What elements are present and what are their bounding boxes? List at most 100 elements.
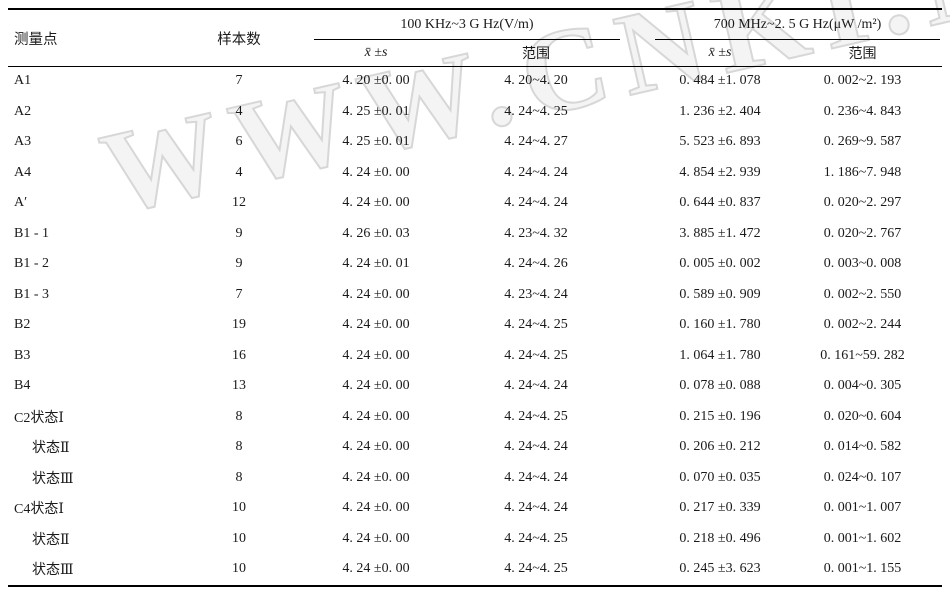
cell-spacer (620, 402, 655, 433)
cell-measurement-point: A3 (14, 134, 32, 150)
cell-spacer (620, 341, 655, 372)
cell-group1-mean: 4. 24 ±0. 00 (342, 439, 410, 455)
table-row: B4 13 4. 24 ±0. 00 4. 24~4. 24 0. 078 ±0. 08… (8, 371, 940, 402)
cell-group1-range: 4. 24~4. 25 (504, 347, 568, 363)
cell-group2-range: 0. 020~0. 604 (823, 408, 902, 424)
cell-measurement-point: B1 - 3 (14, 286, 49, 302)
cell-sample-count: 9 (235, 225, 243, 241)
cell-sample-count: 8 (235, 439, 243, 455)
cell-group2-mean: 5. 523 ±6. 893 (679, 134, 761, 150)
cell-spacer (620, 280, 655, 311)
cell-group2-range: 0. 001~1. 155 (823, 561, 902, 577)
cell-group2-range: 0. 269~9. 587 (823, 134, 902, 150)
header-group1-title: 100 KHz~3 G Hz(V/m) (314, 10, 620, 40)
cell-group2-range: 0. 003~0. 008 (823, 256, 902, 272)
cell-group2-mean: 1. 236 ±2. 404 (679, 103, 761, 119)
cell-sample-count: 16 (232, 347, 246, 363)
cell-group2-range: 0. 014~0. 582 (823, 439, 902, 455)
cell-group1-mean: 4. 24 ±0. 00 (342, 164, 410, 180)
cell-group2-range: 0. 020~2. 767 (823, 225, 902, 241)
cell-group2-range: 0. 236~4. 843 (823, 103, 902, 119)
cell-group2-mean: 0. 218 ±0. 496 (679, 530, 761, 546)
cell-group2-range: 1. 186~7. 948 (823, 164, 902, 180)
table-row: B1 - 1 9 4. 26 ±0. 03 4. 23~4. 32 3. 885 ±1.… (8, 219, 940, 250)
cell-group1-mean: 4. 20 ±0. 00 (342, 73, 410, 89)
cell-group1-range: 4. 23~4. 32 (504, 225, 568, 241)
cell-group2-range: 0. 002~2. 244 (823, 317, 902, 333)
cell-spacer (620, 371, 655, 402)
cell-group1-range: 4. 24~4. 24 (504, 378, 568, 394)
header-group2-title: 700 MHz~2. 5 G Hz(μW /m²) (655, 10, 940, 40)
cell-measurement-point: A4 (14, 164, 32, 180)
table-row: B3 16 4. 24 ±0. 00 4. 24~4. 25 1. 064 ±1. 78… (8, 341, 940, 372)
cell-spacer (620, 97, 655, 128)
cell-sample-count: 8 (235, 469, 243, 485)
cell-sample-count: 7 (235, 286, 243, 302)
table-row: 状态Ⅱ 10 4. 24 ±0. 00 4. 24~4. 25 0. 218 ±0. 4… (8, 524, 940, 555)
cell-spacer (620, 310, 655, 341)
cell-spacer (620, 432, 655, 463)
cell-measurement-point: B1 - 1 (14, 225, 49, 241)
cell-group1-range: 4. 24~4. 26 (504, 256, 568, 272)
cell-sample-count: 10 (232, 500, 246, 516)
cell-group2-mean: 1. 064 ±1. 780 (679, 347, 761, 363)
table-header-rule (8, 66, 942, 67)
cell-measurement-point: 状态Ⅲ (32, 471, 74, 487)
table-row: 状态Ⅲ 10 4. 24 ±0. 00 4. 24~4. 25 0. 245 ±3. 6… (8, 554, 940, 585)
cell-measurement-point: B4 (14, 378, 31, 394)
cell-measurement-point: 状态Ⅲ (32, 563, 74, 579)
cell-group2-range: 0. 004~0. 305 (823, 378, 902, 394)
cell-group2-mean: 4. 854 ±2. 939 (679, 164, 761, 180)
cell-group1-range: 4. 24~4. 25 (504, 103, 568, 119)
cell-measurement-point: A2 (14, 103, 32, 119)
cell-sample-count: 10 (232, 530, 246, 546)
cell-group1-range: 4. 24~4. 24 (504, 469, 568, 485)
table-row: A1 7 4. 20 ±0. 00 4. 20~4. 20 0. 484 ±1. 078… (8, 66, 940, 97)
cell-group2-range: 0. 002~2. 193 (823, 73, 902, 89)
table-row: C2状态Ⅰ 8 4. 24 ±0. 00 4. 24~4. 25 0. 215 ±0. … (8, 402, 940, 433)
cell-group1-range: 4. 24~4. 25 (504, 561, 568, 577)
table-row: B2 19 4. 24 ±0. 00 4. 24~4. 25 0. 160 ±1. 78… (8, 310, 940, 341)
table-row: C4状态Ⅰ 10 4. 24 ±0. 00 4. 24~4. 24 0. 217 ±0.… (8, 493, 940, 524)
cell-measurement-point: C2状态Ⅰ (14, 410, 64, 426)
cell-measurement-point: B3 (14, 347, 31, 363)
table-header: 测量点 样本数 100 KHz~3 G Hz(V/m) 700 MHz~2. 5… (8, 10, 940, 66)
cell-group2-mean: 0. 206 ±0. 212 (679, 439, 761, 455)
cell-group2-mean: 3. 885 ±1. 472 (679, 225, 761, 241)
table-row: A4 4 4. 24 ±0. 00 4. 24~4. 24 4. 854 ±2. 939… (8, 158, 940, 189)
cell-group2-mean: 0. 217 ±0. 339 (679, 500, 761, 516)
cell-spacer (620, 188, 655, 219)
cell-group1-mean: 4. 24 ±0. 00 (342, 408, 410, 424)
cell-sample-count: 8 (235, 408, 243, 424)
table-row: B1 - 2 9 4. 24 ±0. 01 4. 24~4. 26 0. 005 ±0.… (8, 249, 940, 280)
table-row: A′ 12 4. 24 ±0. 00 4. 24~4. 24 0. 644 ±0. 83… (8, 188, 940, 219)
cell-measurement-point: 状态Ⅱ (32, 532, 70, 548)
cell-sample-count: 4 (235, 103, 243, 119)
cell-spacer (620, 524, 655, 555)
cell-group1-mean: 4. 24 ±0. 00 (342, 530, 410, 546)
cell-group1-mean: 4. 24 ±0. 00 (342, 195, 410, 211)
cell-group2-range: 0. 024~0. 107 (823, 469, 902, 485)
cell-measurement-point: A′ (14, 195, 28, 211)
cell-spacer (620, 219, 655, 250)
header-group1-range: 范围 (522, 47, 550, 62)
cell-group2-mean: 0. 589 ±0. 909 (679, 286, 761, 302)
cell-spacer (620, 463, 655, 494)
cell-group2-range: 0. 161~59. 282 (820, 347, 905, 363)
cell-group1-mean: 4. 24 ±0. 00 (342, 469, 410, 485)
cell-group1-mean: 4. 24 ±0. 00 (342, 500, 410, 516)
cell-group2-mean: 0. 070 ±0. 035 (679, 469, 761, 485)
cell-group2-range: 0. 002~2. 550 (823, 286, 902, 302)
cell-group2-mean: 0. 160 ±1. 780 (679, 317, 761, 333)
cell-group2-mean: 0. 484 ±1. 078 (679, 73, 761, 89)
header-group2-range: 范围 (848, 47, 877, 62)
cell-sample-count: 9 (235, 256, 243, 272)
cell-group2-mean: 0. 215 ±0. 196 (679, 408, 761, 424)
cell-spacer (620, 158, 655, 189)
cell-group1-mean: 4. 25 ±0. 01 (342, 103, 410, 119)
cell-group1-range: 4. 20~4. 20 (504, 73, 568, 89)
cell-group2-mean: 0. 005 ±0. 002 (679, 256, 761, 272)
cell-group1-range: 4. 24~4. 24 (504, 164, 568, 180)
cell-group1-mean: 4. 25 ±0. 01 (342, 134, 410, 150)
cell-group1-range: 4. 24~4. 25 (504, 408, 568, 424)
